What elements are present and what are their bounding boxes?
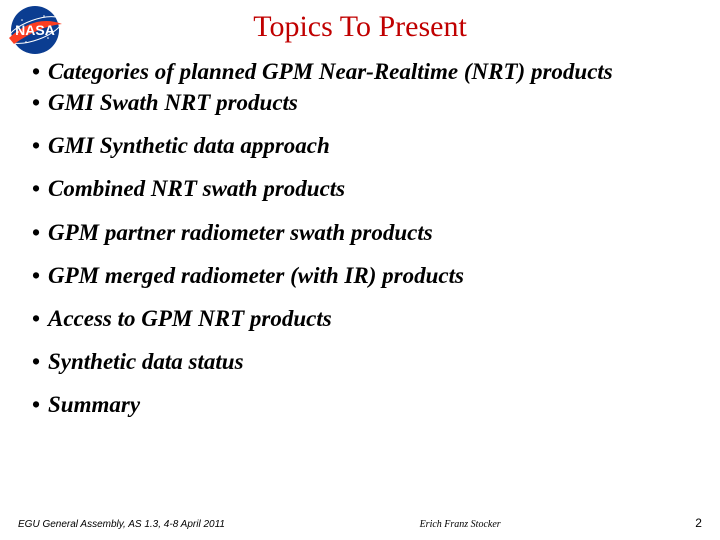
bullet-item: Synthetic data status	[32, 348, 700, 375]
slide-title: Topics To Present	[20, 10, 700, 44]
nasa-logo: NASA	[4, 4, 66, 56]
bullet-item: Access to GPM NRT products	[32, 305, 700, 332]
slide: NASA Topics To Present Categories of pla…	[0, 0, 720, 540]
bullet-item: Categories of planned GPM Near-Realtime …	[32, 58, 700, 85]
bullet-item: GMI Synthetic data approach	[32, 132, 700, 159]
bullet-item: Summary	[32, 391, 700, 418]
footer-author: Erich Franz Stocker	[420, 519, 501, 530]
svg-text:NASA: NASA	[15, 22, 55, 38]
bullet-item: Combined NRT swath products	[32, 175, 700, 202]
footer: EGU General Assembly, AS 1.3, 4-8 April …	[0, 516, 720, 530]
footer-left: EGU General Assembly, AS 1.3, 4-8 April …	[18, 519, 225, 530]
page-number: 2	[695, 516, 702, 530]
bullet-item: GPM partner radiometer swath products	[32, 219, 700, 246]
bullet-list: Categories of planned GPM Near-Realtime …	[20, 58, 700, 418]
bullet-item: GMI Swath NRT products	[32, 89, 700, 116]
bullet-item: GPM merged radiometer (with IR) products	[32, 262, 700, 289]
